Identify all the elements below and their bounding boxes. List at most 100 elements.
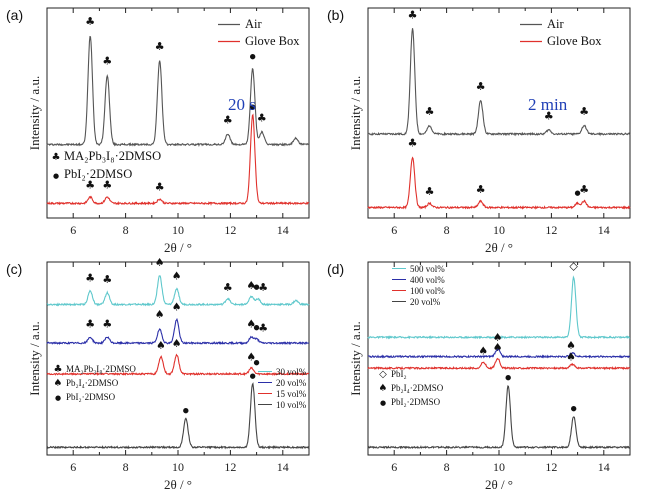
legend-label: 10 vol% <box>276 400 307 410</box>
marker-legend-label: MA₂Pb₃I₈·2DMSO <box>66 364 136 374</box>
x-axis-label: 2θ / ° <box>164 477 192 492</box>
marker-legend-label: PbI₂·2DMSO <box>64 167 132 181</box>
y-axis-label: Intensity / a.u. <box>27 76 42 150</box>
peak-marker-dot: ● <box>250 372 256 380</box>
peak-marker-spade: ♠ <box>246 318 256 331</box>
peak-marker-spade: ♠ <box>493 341 503 354</box>
series-line-3 <box>367 385 631 450</box>
peak-marker-club: ♣ <box>102 318 112 331</box>
x-axis-label: 2θ / ° <box>485 477 513 492</box>
peak-marker-club: ♣ <box>476 80 486 93</box>
legend-label: 500 vol% <box>410 264 445 274</box>
panel-label: (b) <box>327 7 344 23</box>
peak-marker-spade: ♠ <box>246 350 256 363</box>
y-axis-label: Intensity / a.u. <box>27 321 42 395</box>
x-tick-label: 12 <box>224 460 236 474</box>
peak-marker-spade: ♠ <box>566 339 576 352</box>
peak-marker-dot: ● <box>571 405 577 413</box>
marker-legend-symbol: ♠ <box>54 378 63 389</box>
peak-marker-club: ♣ <box>155 40 165 53</box>
legend-label: 400 vol% <box>410 275 445 285</box>
peak-marker-spade: ♠ <box>246 279 256 292</box>
series-line-1 <box>46 113 310 206</box>
marker-legend-label: Pb₂I₄·2DMSO <box>391 383 444 393</box>
peak-marker-dot: ● <box>254 324 260 332</box>
series-line-1 <box>367 156 631 210</box>
x-tick-label: 8 <box>444 460 450 474</box>
peak-marker-spade: ♠ <box>478 345 488 358</box>
x-tick-label: 14 <box>598 223 610 237</box>
marker-legend-symbol: ● <box>55 394 61 402</box>
marker-legend-label: PbI₂·2DMSO <box>391 397 441 407</box>
series-line-0 <box>367 275 631 340</box>
x-tick-label: 8 <box>123 460 129 474</box>
peak-marker-dot: ● <box>250 52 256 60</box>
peak-marker-club: ♣ <box>85 271 95 284</box>
peak-marker-club: ♣ <box>257 111 267 124</box>
x-tick-label: 14 <box>277 223 289 237</box>
peak-marker-club: ♣ <box>85 15 95 28</box>
peak-marker-club: ♣ <box>544 109 554 122</box>
peak-marker-club: ♣ <box>408 9 418 22</box>
chart-panel-1: 6 8 10 12 14 2θ / ° Intensity / a.u. (b) ♣ ♣ ♣ ♣ ♣ ♣ ♣… <box>327 7 631 255</box>
peak-marker-club: ♣ <box>258 321 268 334</box>
marker-legend-label: PbI₂ <box>391 369 407 379</box>
peak-marker-spade: ♠ <box>493 331 503 344</box>
series-line-0 <box>46 275 310 307</box>
series-line-1 <box>46 317 310 346</box>
peak-marker-club: ♣ <box>476 183 486 196</box>
x-axis-label: 2θ / ° <box>485 240 513 255</box>
series-line-3 <box>46 382 310 450</box>
peak-marker-spade: ♠ <box>566 350 576 363</box>
peak-marker-club: ♣ <box>155 181 165 194</box>
x-tick-label: 12 <box>224 223 236 237</box>
peak-marker-club: ♣ <box>425 105 435 118</box>
legend-label: Air <box>547 17 565 31</box>
peak-marker-dot: ● <box>183 407 189 415</box>
marker-legend-symbol: ● <box>53 172 59 180</box>
peak-marker-club: ♣ <box>579 183 589 196</box>
x-tick-label: 14 <box>598 460 610 474</box>
y-axis-label: Intensity / a.u. <box>348 321 363 395</box>
time-annotation: 2 min <box>528 95 568 114</box>
series-line-2 <box>46 353 310 377</box>
marker-legend-label: PbI₂·2DMSO <box>66 392 116 402</box>
legend-label: Air <box>245 17 263 31</box>
peak-marker-club: ♣ <box>223 281 233 294</box>
legend-label: Glove Box <box>547 34 602 48</box>
peak-marker-spade: ♠ <box>156 339 166 352</box>
peak-marker-club: ♣ <box>102 179 112 192</box>
x-tick-label: 6 <box>391 460 397 474</box>
peak-marker-spade: ♠ <box>172 337 182 350</box>
series-line-1 <box>367 348 631 359</box>
peak-marker-diamond: ◇ <box>569 260 578 273</box>
time-annotation: 20 s <box>228 95 256 114</box>
legend-label: Glove Box <box>245 34 300 48</box>
peak-marker-club: ♣ <box>85 318 95 331</box>
peak-marker-club: ♣ <box>408 137 418 150</box>
marker-legend-label: Pb₂I₄·2DMSO <box>66 378 119 388</box>
x-axis-label: 2θ / ° <box>164 240 192 255</box>
series-line-2 <box>367 357 631 371</box>
peak-marker-club: ♣ <box>102 273 112 286</box>
x-tick-label: 8 <box>444 223 450 237</box>
peak-marker-spade: ♠ <box>155 308 165 321</box>
peak-marker-spade: ♠ <box>172 269 182 282</box>
peak-marker-dot: ● <box>505 374 511 382</box>
peak-marker-dot: ● <box>575 189 581 197</box>
x-tick-label: 6 <box>70 223 76 237</box>
series-line-0 <box>46 35 310 147</box>
panel-label: (a) <box>6 7 23 23</box>
marker-legend-symbol: ● <box>380 399 386 407</box>
legend-label: 30 vol% <box>276 367 307 377</box>
peak-marker-club: ♣ <box>579 105 589 118</box>
legend-label: 20 vol% <box>276 378 307 388</box>
series-line-0 <box>367 28 631 137</box>
x-tick-label: 10 <box>172 223 184 237</box>
x-tick-label: 6 <box>70 460 76 474</box>
legend-label: 20 vol% <box>410 297 441 307</box>
peak-marker-club: ♣ <box>223 114 233 127</box>
